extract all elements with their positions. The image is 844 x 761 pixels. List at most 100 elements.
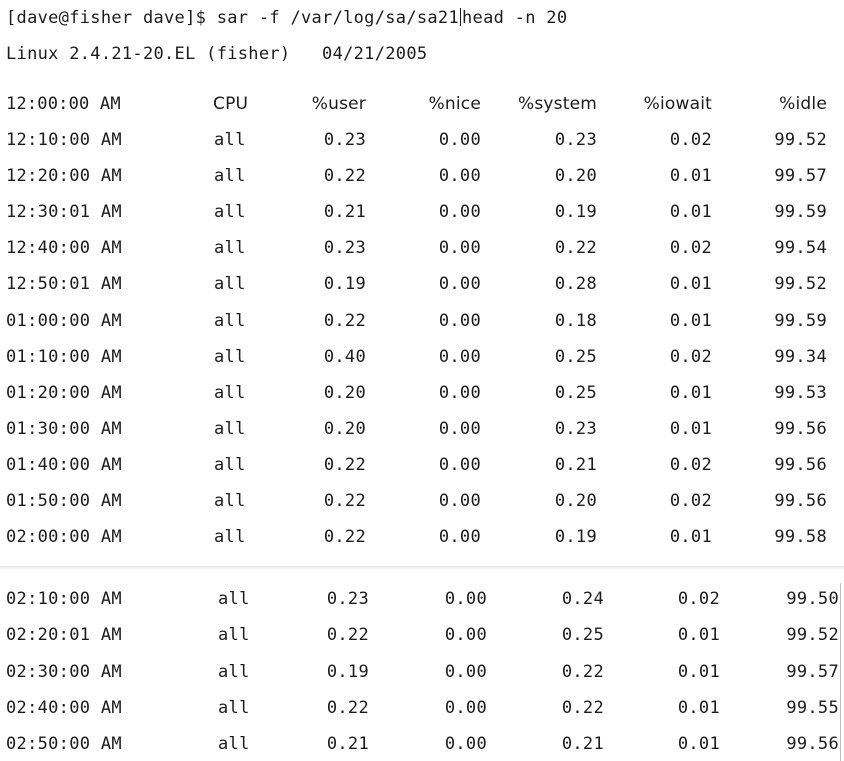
row-cpu: all [214, 202, 246, 222]
row-system: 0.19 [554, 202, 597, 222]
row-cpu: all [214, 455, 246, 475]
table-header-row: 12:00:00 AM CPU %user %nice %system %iow… [0, 93, 844, 115]
row-time: 02:10:00 AM [6, 589, 122, 609]
table-row: 01:00:00 AM all 0.22 0.00 0.18 0.01 99.59 [0, 310, 844, 332]
row-user: 0.23 [326, 589, 369, 609]
command-prompt: [dave@fisher dave]$ sar -f /var/log/sa/s… [6, 8, 459, 28]
row-time: 01:30:00 AM [6, 419, 122, 439]
row-iowait: 0.01 [677, 625, 720, 645]
row-nice: 0.00 [444, 734, 487, 754]
row-idle: 99.34 [774, 347, 827, 367]
row-cpu: all [214, 491, 246, 511]
header-nice: %nice [428, 94, 481, 114]
row-nice: 0.00 [438, 311, 481, 331]
header-iowait: %iowait [643, 94, 712, 114]
row-cpu: all [214, 347, 246, 367]
row-nice: 0.00 [438, 202, 481, 222]
row-system: 0.21 [561, 734, 604, 754]
row-time: 12:30:01 AM [6, 202, 122, 222]
row-user: 0.19 [326, 662, 369, 682]
row-time: 02:40:00 AM [6, 698, 122, 718]
row-nice: 0.00 [438, 419, 481, 439]
row-cpu: all [214, 419, 246, 439]
row-idle: 99.52 [786, 625, 839, 645]
row-system: 0.23 [554, 419, 597, 439]
row-user: 0.20 [323, 383, 366, 403]
table-row: 12:10:00 AM all 0.23 0.00 0.23 0.02 99.52 [0, 129, 844, 151]
row-cpu: all [218, 625, 250, 645]
row-user: 0.22 [323, 311, 366, 331]
row-cpu: all [214, 130, 246, 150]
row-idle: 99.56 [786, 734, 839, 754]
row-idle: 99.54 [774, 238, 827, 258]
row-user: 0.22 [326, 625, 369, 645]
row-time: 12:10:00 AM [6, 130, 122, 150]
page-edge-line [840, 583, 841, 761]
row-iowait: 0.01 [669, 383, 712, 403]
row-iowait: 0.01 [677, 662, 720, 682]
row-user: 0.21 [326, 734, 369, 754]
row-cpu: all [214, 527, 246, 547]
row-idle: 99.57 [786, 662, 839, 682]
row-system: 0.22 [554, 238, 597, 258]
row-iowait: 0.02 [669, 130, 712, 150]
row-user: 0.40 [323, 347, 366, 367]
row-idle: 99.56 [774, 491, 827, 511]
row-system: 0.20 [554, 491, 597, 511]
section-divider [0, 566, 844, 569]
table-row: 02:50:00 AM all 0.21 0.00 0.21 0.01 99.56 [0, 733, 844, 755]
row-system: 0.19 [554, 527, 597, 547]
row-cpu: all [214, 166, 246, 186]
row-iowait: 0.01 [669, 202, 712, 222]
row-system: 0.24 [561, 589, 604, 609]
row-iowait: 0.01 [669, 274, 712, 294]
row-time: 12:40:00 AM [6, 238, 122, 258]
row-nice: 0.00 [444, 662, 487, 682]
row-system: 0.18 [554, 311, 597, 331]
row-user: 0.22 [323, 166, 366, 186]
pipe-bar [460, 8, 461, 26]
header-time: 12:00:00 AM [6, 94, 121, 114]
row-nice: 0.00 [444, 698, 487, 718]
row-user: 0.20 [323, 419, 366, 439]
row-user: 0.22 [323, 491, 366, 511]
row-cpu: all [218, 662, 250, 682]
row-time: 12:20:00 AM [6, 166, 122, 186]
header-cpu: CPU [213, 94, 249, 114]
row-time: 02:30:00 AM [6, 662, 122, 682]
row-iowait: 0.01 [669, 419, 712, 439]
row-user: 0.19 [323, 274, 366, 294]
row-time: 01:10:00 AM [6, 347, 122, 367]
row-cpu: all [214, 311, 246, 331]
row-time: 01:20:00 AM [6, 383, 122, 403]
row-time: 02:00:00 AM [6, 527, 122, 547]
table-row: 01:10:00 AM all 0.40 0.00 0.25 0.02 99.34 [0, 346, 844, 368]
row-idle: 99.53 [774, 383, 827, 403]
row-time: 02:50:00 AM [6, 734, 122, 754]
row-user: 0.22 [323, 455, 366, 475]
row-system: 0.28 [554, 274, 597, 294]
table-row: 02:20:01 AM all 0.22 0.00 0.25 0.01 99.52 [0, 624, 844, 646]
table-row: 02:40:00 AM all 0.22 0.00 0.22 0.01 99.55 [0, 697, 844, 719]
table-row: 12:20:00 AM all 0.22 0.00 0.20 0.01 99.57 [0, 165, 844, 187]
row-user: 0.22 [323, 527, 366, 547]
table-row: 02:30:00 AM all 0.19 0.00 0.22 0.01 99.57 [0, 661, 844, 683]
row-nice: 0.00 [438, 274, 481, 294]
table-row: 01:30:00 AM all 0.20 0.00 0.23 0.01 99.56 [0, 418, 844, 440]
row-time: 01:00:00 AM [6, 311, 122, 331]
row-idle: 99.56 [774, 419, 827, 439]
command-prompt-tail: head -n 20 [462, 8, 568, 28]
row-system: 0.22 [561, 662, 604, 682]
row-nice: 0.00 [438, 130, 481, 150]
command-prompt-line: [dave@fisher dave]$ sar -f /var/log/sa/s… [6, 8, 567, 28]
row-nice: 0.00 [438, 166, 481, 186]
row-system: 0.25 [554, 347, 597, 367]
table-row: 12:40:00 AM all 0.23 0.00 0.22 0.02 99.54 [0, 237, 844, 259]
row-idle: 99.52 [774, 274, 827, 294]
row-system: 0.21 [554, 455, 597, 475]
row-cpu: all [214, 238, 246, 258]
header-idle: %idle [779, 94, 827, 114]
row-idle: 99.56 [774, 455, 827, 475]
